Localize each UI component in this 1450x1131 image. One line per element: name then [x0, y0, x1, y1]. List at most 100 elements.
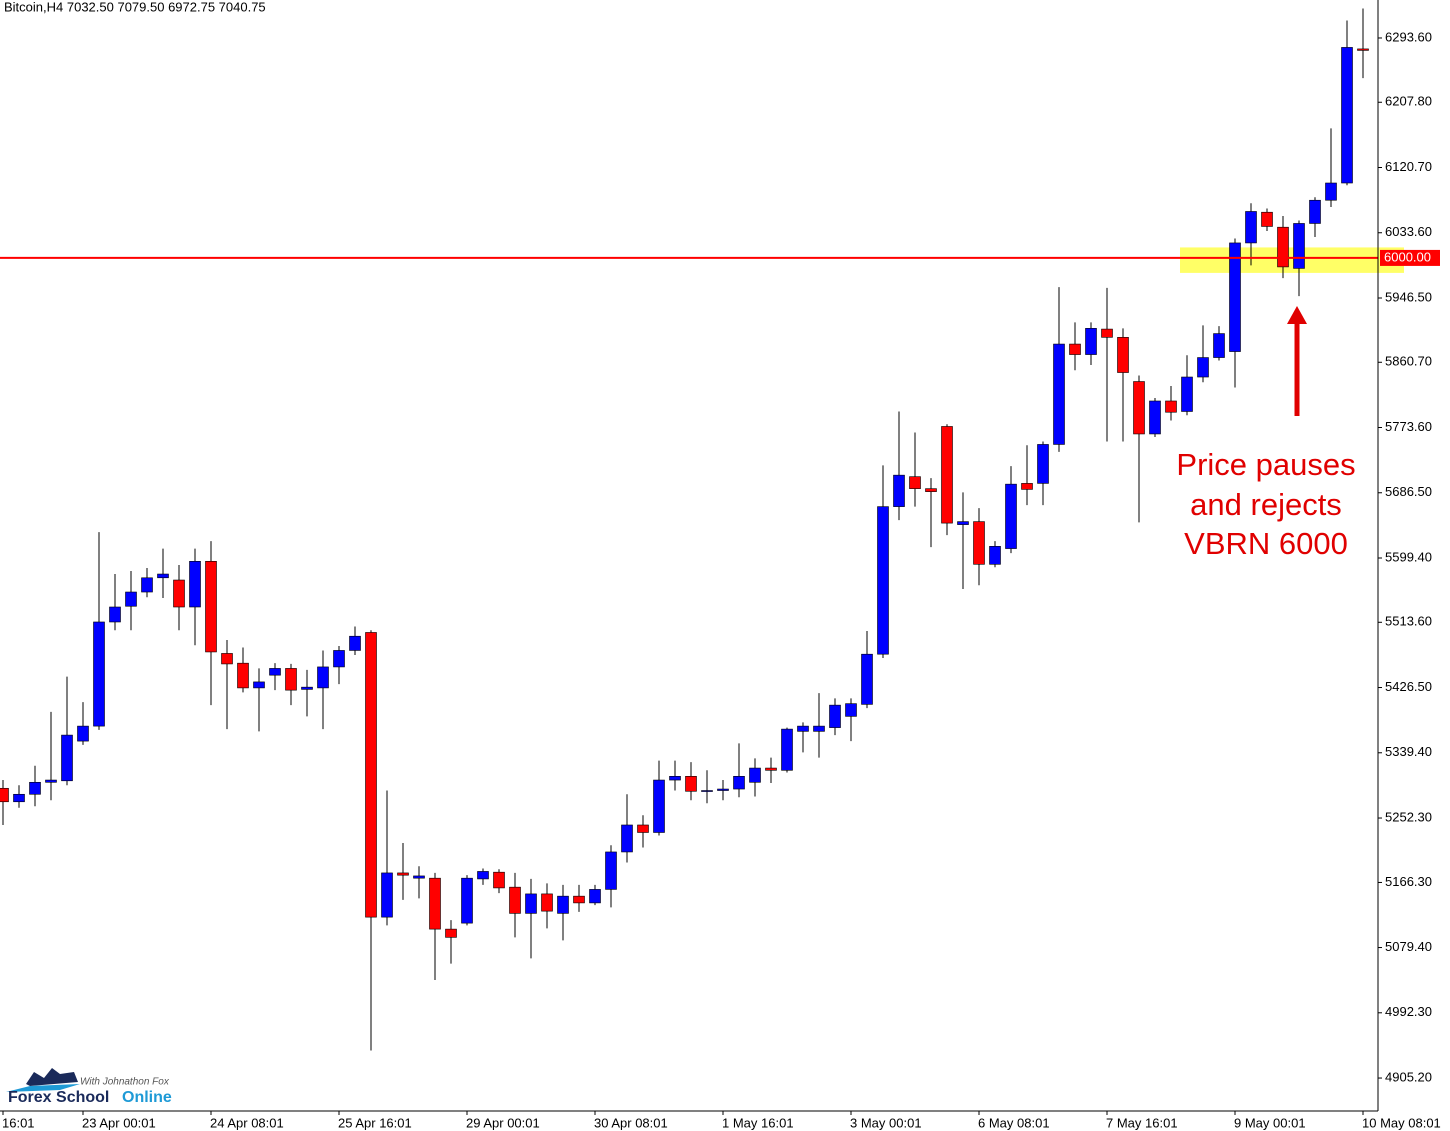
- candle-body: [1005, 483, 1017, 549]
- candle-body: [1181, 376, 1193, 412]
- candle-body: [989, 546, 1001, 565]
- candle-body: [1165, 400, 1177, 413]
- candle-body: [317, 666, 329, 689]
- y-tick-label: 5426.50: [1385, 679, 1432, 694]
- candle-body: [1069, 343, 1081, 355]
- candle-body: [1197, 357, 1209, 378]
- x-tick-label: 9 May 00:01: [1234, 1115, 1306, 1130]
- y-tick-label: 5252.30: [1385, 809, 1432, 824]
- candle-body: [909, 476, 921, 489]
- candle-body: [0, 787, 9, 803]
- candle-body: [333, 650, 345, 668]
- candle-body: [1085, 328, 1097, 355]
- candle-body: [877, 506, 889, 655]
- candle-body: [765, 767, 777, 771]
- candle-body: [509, 886, 521, 914]
- candle-body: [589, 889, 601, 904]
- candle-body: [605, 851, 617, 890]
- candle-body: [1229, 242, 1241, 352]
- x-tick-label: 24 Apr 08:01: [210, 1115, 284, 1130]
- candle-body: [1149, 400, 1161, 435]
- candle-body: [957, 521, 969, 525]
- candle-body: [813, 725, 825, 732]
- candle-body: [541, 893, 553, 912]
- candle-body: [701, 790, 713, 792]
- logo-name-accent: Online: [122, 1089, 172, 1106]
- candle-body: [189, 561, 201, 608]
- candle-body: [301, 686, 313, 690]
- candle-body: [685, 775, 697, 792]
- annotation: Price pauses: [1176, 447, 1355, 482]
- candle-body: [29, 781, 41, 795]
- candle-body: [1213, 333, 1225, 358]
- candle-body: [845, 703, 857, 717]
- y-tick-label: 5079.40: [1385, 939, 1432, 954]
- candle-body: [749, 767, 761, 783]
- x-tick-label: 29 Apr 00:01: [466, 1115, 540, 1130]
- y-tick-label: 6207.80: [1385, 94, 1432, 109]
- candle-body: [141, 577, 153, 593]
- candle-body: [1261, 211, 1273, 227]
- candle-body: [221, 653, 233, 665]
- candle-body: [125, 591, 137, 607]
- candle-body: [941, 426, 953, 524]
- x-tick-label: 10 May 08:01: [1362, 1115, 1441, 1130]
- candle-body: [829, 704, 841, 728]
- x-tick-label: 6 May 08:01: [978, 1115, 1050, 1130]
- candle-body: [461, 877, 473, 924]
- level-label: 6000.00: [1384, 249, 1431, 264]
- candle-body: [669, 775, 681, 781]
- candle-body: [573, 895, 585, 904]
- candle-body: [1117, 337, 1129, 373]
- candle-body: [173, 579, 185, 608]
- y-tick-label: 4992.30: [1385, 1004, 1432, 1019]
- x-tick-label: 3 May 00:01: [850, 1115, 922, 1130]
- annotation: and rejects: [1190, 487, 1342, 522]
- candle-body: [781, 728, 793, 771]
- y-tick-label: 4905.20: [1385, 1069, 1432, 1084]
- x-tick-label: 25 Apr 16:01: [338, 1115, 412, 1130]
- candle-body: [797, 725, 809, 732]
- candle-body: [205, 561, 217, 653]
- y-tick-label: 6120.70: [1385, 159, 1432, 174]
- candle-body: [477, 871, 489, 880]
- candle-body: [1037, 444, 1049, 484]
- y-tick-label: 5860.70: [1385, 354, 1432, 369]
- candle-body: [1309, 199, 1321, 224]
- candle-body: [621, 824, 633, 853]
- candle-body: [1293, 223, 1305, 269]
- y-tick-label: 5773.60: [1385, 419, 1432, 434]
- candle-body: [1021, 483, 1033, 490]
- candle-body: [77, 725, 89, 742]
- candle-body: [349, 635, 361, 651]
- candle-body: [269, 668, 281, 676]
- candle-body: [893, 474, 905, 507]
- candle-body: [493, 871, 505, 889]
- candle-body: [1101, 328, 1113, 338]
- candle-body: [365, 632, 377, 918]
- candle-body: [45, 779, 57, 783]
- x-tick-label: 30 Apr 08:01: [594, 1115, 668, 1130]
- y-tick-label: 5166.30: [1385, 874, 1432, 889]
- y-tick-label: 5686.50: [1385, 484, 1432, 499]
- x-tick-label: 1 May 16:01: [722, 1115, 794, 1130]
- candle-body: [653, 779, 665, 833]
- candle-body: [1341, 47, 1353, 184]
- candle-body: [1277, 226, 1289, 268]
- chart-title: Bitcoin,H4 7032.50 7079.50 6972.75 7040.…: [4, 0, 266, 14]
- candle-body: [925, 488, 937, 492]
- candle-body: [61, 734, 73, 782]
- candle-body: [861, 653, 873, 705]
- logo: With Johnathon Fox Forex School Online: [6, 1068, 172, 1106]
- x-tick-label: 16:01: [2, 1115, 35, 1130]
- y-tick-label: 5599.40: [1385, 549, 1432, 564]
- annotation: VBRN 6000: [1184, 526, 1348, 561]
- candle-body: [1325, 182, 1337, 201]
- candle-body: [717, 788, 729, 791]
- candle-body: [1245, 211, 1257, 244]
- candle-body: [429, 877, 441, 930]
- candle-body: [157, 573, 169, 579]
- level-label-box: [1380, 249, 1440, 266]
- candle-body: [525, 893, 537, 914]
